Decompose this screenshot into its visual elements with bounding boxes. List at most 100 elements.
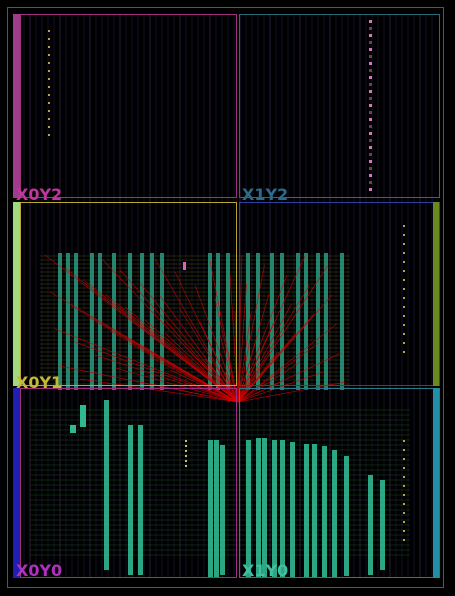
resource-dot (403, 521, 405, 523)
resource-dot (369, 125, 372, 128)
cell-column (104, 400, 109, 570)
resource-dot (403, 467, 405, 469)
cell-column (216, 253, 220, 390)
region-x1y1 (239, 202, 440, 386)
clock-net (237, 274, 288, 403)
cell-column (324, 253, 328, 390)
cell-column (380, 480, 385, 570)
resource-dot (48, 78, 50, 80)
cell-column (208, 440, 213, 578)
resource-dot (403, 243, 405, 245)
cell-column (150, 253, 154, 390)
resource-dot (185, 440, 187, 442)
clock-net (149, 356, 239, 403)
region-label: X0Y1 (16, 373, 62, 392)
cell-column (272, 440, 277, 578)
cell-column (58, 253, 62, 390)
resource-dot (403, 503, 405, 505)
resource-dot (48, 62, 50, 64)
resource-dot (403, 351, 405, 353)
clock-net (129, 343, 239, 403)
cell-column (332, 450, 337, 578)
resource-dot (403, 288, 405, 290)
clock-net (237, 352, 342, 403)
resource-dot (369, 76, 372, 79)
clock-net (64, 267, 239, 403)
cell-column (304, 253, 308, 390)
resource-dot (369, 34, 372, 37)
cell-column (270, 253, 274, 390)
resource-dot (403, 512, 405, 514)
clock-net (84, 280, 239, 403)
clock-net (237, 294, 333, 403)
resource-dot (48, 38, 50, 40)
resource-dot (403, 297, 405, 299)
resource-dot (48, 134, 50, 136)
resource-dot (48, 94, 50, 96)
clock-net (94, 354, 239, 403)
clock-net (119, 269, 239, 403)
clock-net (154, 258, 239, 403)
resource-dot (369, 104, 372, 107)
cell-column (322, 446, 327, 578)
resource-dot (48, 126, 50, 128)
resource-dot (403, 324, 405, 326)
resource-dot (185, 465, 187, 467)
clock-net (219, 334, 239, 403)
cell-column (226, 253, 230, 390)
resource-dot (403, 449, 405, 451)
clock-net (139, 282, 239, 403)
region-label: X1Y2 (242, 185, 288, 204)
cell-column (256, 438, 261, 578)
resource-dot (403, 279, 405, 281)
resource-dot (369, 55, 372, 58)
resource-dot (369, 90, 372, 93)
resource-dot (369, 132, 372, 135)
resource-dot (369, 174, 372, 177)
resource-dot (369, 27, 372, 30)
cell-column (246, 253, 250, 390)
resource-dot (403, 315, 405, 317)
cell-column (304, 444, 309, 578)
region-label: X0Y0 (16, 561, 62, 580)
clock-net (124, 306, 239, 403)
resource-dot (48, 30, 50, 32)
region-x0y2 (20, 14, 237, 198)
resource-dot (369, 83, 372, 86)
resource-dot (403, 333, 405, 335)
resource-dot (403, 458, 405, 460)
resource-dot (369, 48, 372, 51)
region-x1y2 (239, 14, 440, 198)
device-border (7, 7, 444, 588)
clock-net (237, 312, 252, 403)
clock-net (237, 342, 319, 403)
cell-column (128, 253, 132, 390)
clock-net (237, 255, 306, 403)
cell-column (256, 253, 260, 390)
resource-dot (48, 118, 50, 120)
clock-net (237, 265, 328, 403)
resource-dot (48, 86, 50, 88)
resource-dot (403, 440, 405, 442)
resource-dot (369, 139, 372, 142)
resource-dot (403, 261, 405, 263)
cell-column (138, 425, 143, 575)
resource-dot (185, 445, 187, 447)
region-x0y1 (20, 202, 237, 386)
cell-column (344, 456, 349, 576)
cell-column (340, 253, 344, 390)
resource-dot (369, 153, 372, 156)
resource-dot (369, 160, 372, 163)
cell-column (220, 445, 225, 575)
clock-net (189, 382, 239, 403)
region-labels: X0Y2 X1Y2 X0Y1 X0Y0 X1Y0 (16, 185, 288, 580)
resource-dot (369, 118, 372, 121)
resource-dot (403, 234, 405, 236)
resource-dot (369, 188, 372, 191)
region-label: X0Y2 (16, 185, 62, 204)
clock-net (74, 341, 239, 403)
clock-net (184, 345, 239, 403)
clock-net (237, 361, 301, 403)
cell-column (128, 425, 133, 575)
resource-dot (403, 270, 405, 272)
